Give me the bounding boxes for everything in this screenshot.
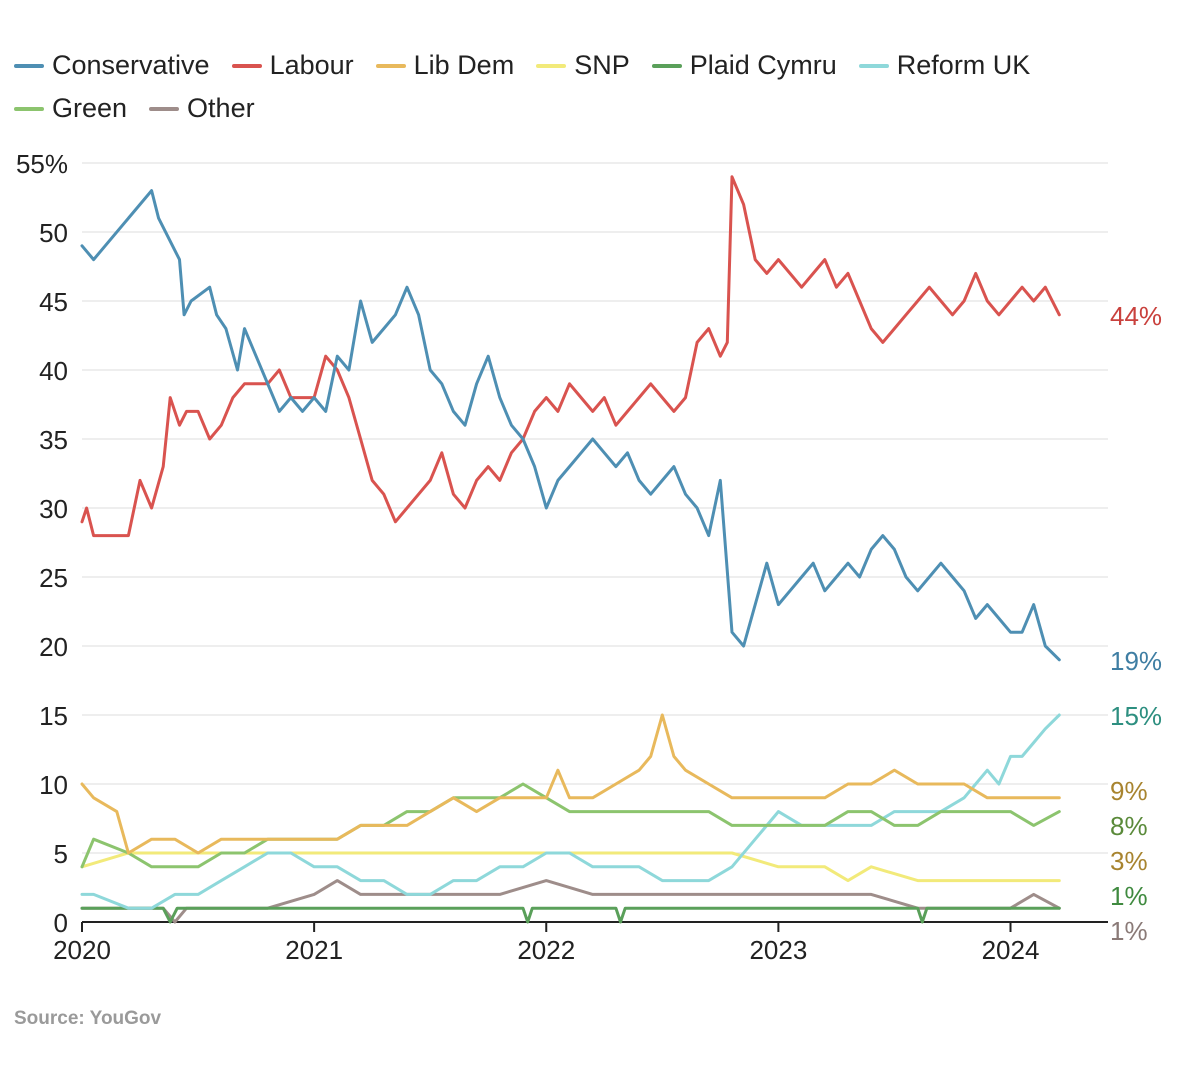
series-line-conservative — [80, 189, 1061, 662]
legend-swatch-snp — [536, 63, 567, 68]
series-line-plaid-cymru — [80, 906, 1061, 924]
legend-label-snp: SNP — [574, 50, 630, 80]
legend-label-lib-dem: Lib Dem — [413, 50, 515, 80]
y-tick-label-0: 0 — [54, 908, 68, 938]
y-tick-label-35: 35 — [39, 425, 68, 455]
x-tick-label-2021: 2021 — [285, 935, 343, 965]
chart-legend: Conservative Labour Lib Dem SNP Plaid Cy… — [14, 44, 1114, 130]
end-label-conservative: 19% — [1110, 646, 1162, 676]
y-tick-label-15: 15 — [39, 701, 68, 731]
y-tick-label-20: 20 — [39, 632, 68, 662]
legend-swatch-labour — [231, 63, 262, 68]
x-tick-label-2023: 2023 — [749, 935, 807, 965]
gridlines — [82, 162, 1108, 923]
legend-swatch-lib-dem — [375, 63, 406, 68]
legend-label-other: Other — [187, 93, 255, 123]
legend-item-labour: Labour — [231, 50, 354, 81]
y-tick-label-30: 30 — [39, 494, 68, 524]
end-labels: 44% 19% 15% 9% 8% 3% 1% 1% — [1110, 301, 1162, 946]
legend-label-reform-uk: Reform UK — [896, 50, 1031, 80]
legend-label-green: Green — [52, 93, 128, 123]
legend-item-green: Green — [14, 93, 127, 124]
legend-item-other: Other — [149, 93, 255, 124]
legend-item-conservative: Conservative — [14, 50, 210, 81]
legend-label-labour: Labour — [269, 50, 354, 80]
end-label-plaid-cymru: 1% — [1110, 881, 1148, 911]
x-tick-label-2024: 2024 — [982, 935, 1040, 965]
legend-item-snp: SNP — [536, 50, 630, 81]
source-note: Source: YouGov — [14, 1008, 162, 1029]
series-line-lib-dem — [80, 713, 1061, 855]
y-tick-label-25: 25 — [39, 563, 68, 593]
legend-row-2: Green Other — [14, 87, 1114, 130]
legend-label-conservative: Conservative — [52, 50, 210, 80]
end-label-labour: 44% — [1110, 301, 1162, 331]
series-lines — [80, 175, 1061, 924]
legend-item-reform-uk: Reform UK — [858, 50, 1031, 81]
end-label-green: 8% — [1110, 811, 1148, 841]
legend-swatch-conservative — [14, 63, 44, 68]
y-tick-label-45: 45 — [39, 287, 68, 317]
series-line-other — [80, 879, 1061, 924]
y-tick-label-10: 10 — [39, 770, 68, 800]
end-label-snp: 3% — [1110, 846, 1148, 876]
x-tick-label-2022: 2022 — [517, 935, 575, 965]
legend-swatch-green — [14, 106, 44, 111]
y-tick-label-55: 55% — [16, 149, 68, 179]
end-label-reform-uk: 15% — [1110, 701, 1162, 731]
legend-swatch-other — [149, 106, 180, 111]
y-tick-label-40: 40 — [39, 356, 68, 386]
end-label-lib-dem: 9% — [1110, 776, 1148, 806]
series-line-snp — [80, 851, 1061, 883]
legend-item-plaid-cymru: Plaid Cymru — [651, 50, 837, 81]
x-axis-ticks: 2020 2021 2022 2023 2024 — [53, 922, 1039, 965]
y-tick-label-5: 5 — [54, 839, 68, 869]
legend-item-lib-dem: Lib Dem — [375, 50, 515, 81]
series-line-green — [80, 782, 1061, 869]
series-line-reform-uk — [80, 713, 1061, 910]
x-tick-label-2020: 2020 — [53, 935, 111, 965]
series-line-labour — [80, 175, 1061, 538]
legend-swatch-plaid-cymru — [651, 63, 682, 68]
legend-row-1: Conservative Labour Lib Dem SNP Plaid Cy… — [14, 44, 1114, 87]
legend-swatch-reform-uk — [858, 63, 889, 68]
end-label-other: 1% — [1110, 916, 1148, 946]
legend-label-plaid-cymru: Plaid Cymru — [689, 50, 837, 80]
y-tick-label-50: 50 — [39, 218, 68, 248]
